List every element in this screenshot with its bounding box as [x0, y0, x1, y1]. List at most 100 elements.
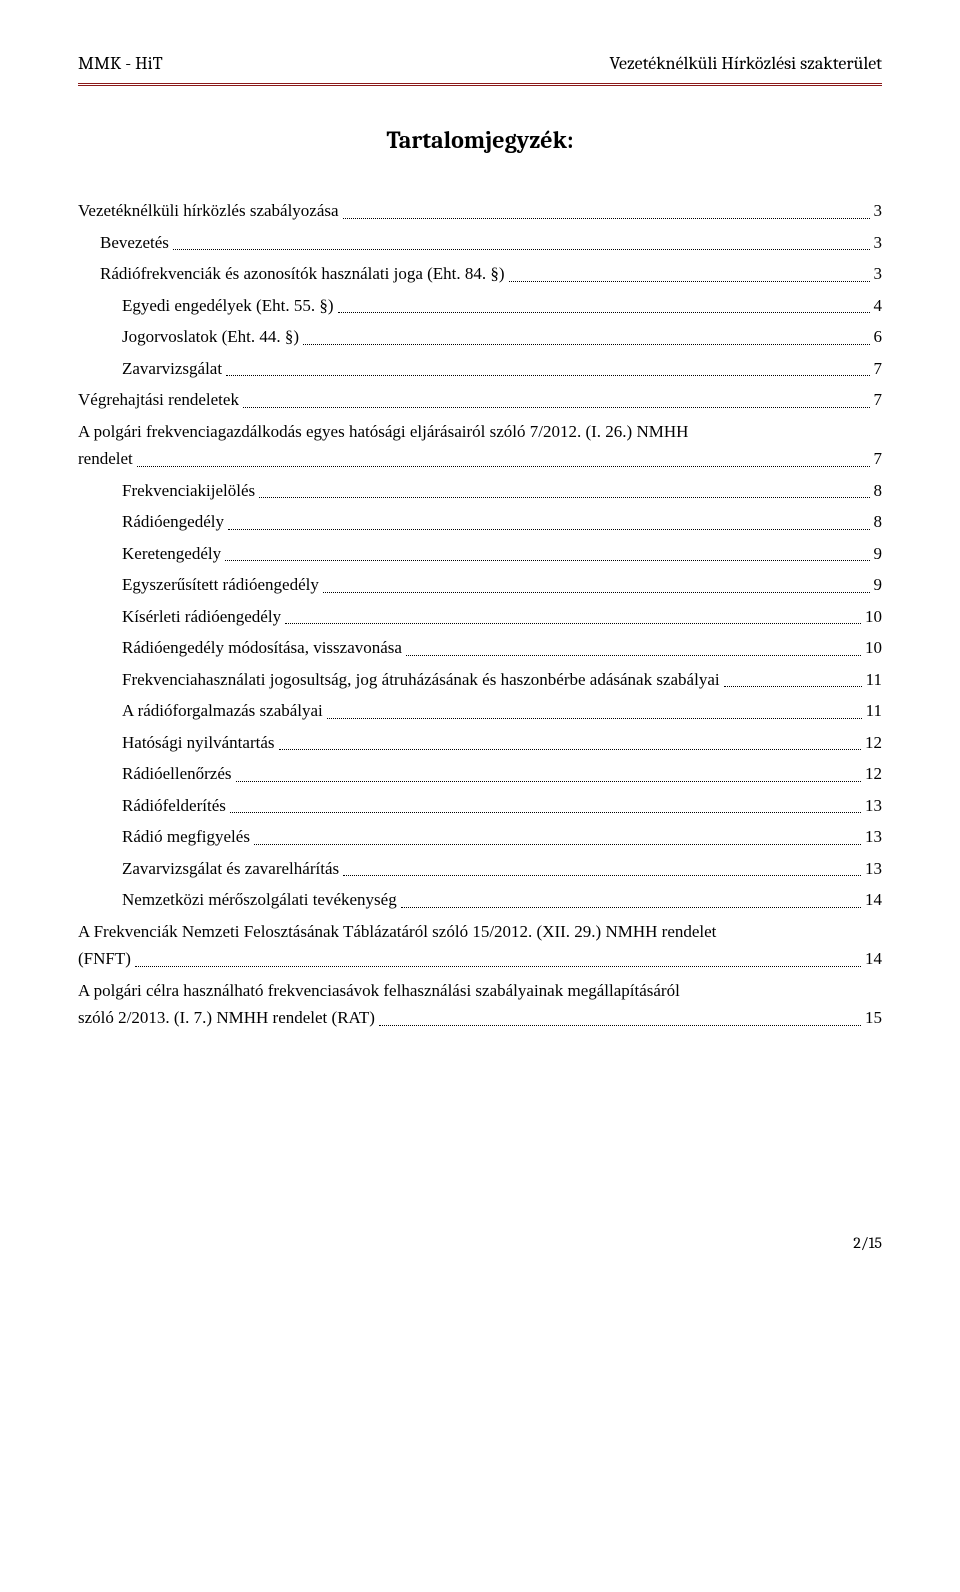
toc-page-number: 3	[874, 261, 883, 287]
toc-label-line2: (FNFT)	[78, 946, 131, 972]
toc-leader-dots	[303, 344, 869, 345]
toc-label: A rádióforgalmazás szabályai	[122, 698, 323, 724]
toc-label: Rádióellenőrzés	[122, 761, 232, 787]
toc-leader-dots	[509, 281, 870, 282]
toc-entry[interactable]: Egyedi engedélyek (Eht. 55. §)4	[122, 293, 882, 319]
toc-entry[interactable]: Frekvenciahasználati jogosultság, jog át…	[122, 667, 882, 693]
toc-leader-dots	[236, 781, 861, 782]
toc-entry[interactable]: Rádióengedély 8	[122, 509, 882, 535]
toc-entry[interactable]: A polgári célra használható frekvenciasá…	[78, 978, 882, 1031]
toc-label: Rádiófelderítés	[122, 793, 226, 819]
header-right: Vezetéknélküli Hírközlési szakterület	[609, 50, 882, 77]
toc-entry[interactable]: A polgári frekvenciagazdálkodás egyes ha…	[78, 419, 882, 472]
toc-page-number: 14	[865, 946, 882, 972]
toc-page-number: 3	[874, 230, 883, 256]
toc-entry[interactable]: Rádiófrekvenciák és azonosítók használat…	[100, 261, 882, 287]
toc-label-line2: szóló 2/2013. (I. 7.) NMHH rendelet (RAT…	[78, 1005, 375, 1031]
toc-page-number: 7	[874, 446, 883, 472]
toc-entry[interactable]: Frekvenciakijelölés 8	[122, 478, 882, 504]
toc-leader-dots	[379, 1025, 861, 1026]
toc-leader-dots	[338, 312, 870, 313]
toc-label-line1: A Frekvenciák Nemzeti Felosztásának Tábl…	[78, 919, 882, 945]
toc-label-line1: A polgári frekvenciagazdálkodás egyes ha…	[78, 419, 882, 445]
page-title: Tartalomjegyzék:	[78, 122, 882, 158]
toc-label: Rádiófrekvenciák és azonosítók használat…	[100, 261, 505, 287]
toc-label: Jogorvoslatok (Eht. 44. §)	[122, 324, 299, 350]
toc-label: Egyszerűsített rádióengedély	[122, 572, 319, 598]
toc-leader-dots	[343, 218, 870, 219]
toc-page-number: 7	[874, 356, 883, 382]
toc-page-number: 12	[865, 761, 882, 787]
toc-label: Keretengedély	[122, 541, 221, 567]
toc-label: Bevezetés	[100, 230, 169, 256]
toc-entry[interactable]: Rádiófelderítés 13	[122, 793, 882, 819]
toc-leader-dots	[323, 592, 870, 593]
toc-entry[interactable]: Végrehajtási rendeletek 7	[78, 387, 882, 413]
toc-entry[interactable]: Rádióellenőrzés 12	[122, 761, 882, 787]
toc-entry[interactable]: A Frekvenciák Nemzeti Felosztásának Tábl…	[78, 919, 882, 972]
toc-leader-dots	[228, 529, 870, 530]
toc-page-number: 6	[874, 324, 883, 350]
page-footer: 2/15	[78, 1231, 882, 1255]
toc-label: Rádióengedély	[122, 509, 224, 535]
toc-page-number: 3	[874, 198, 883, 224]
toc-label: Zavarvizsgálat és zavarelhárítás	[122, 856, 339, 882]
toc-leader-dots	[137, 466, 870, 467]
toc-entry[interactable]: Vezetéknélküli hírközlés szabályozása 3	[78, 198, 882, 224]
toc-label: Frekvenciakijelölés	[122, 478, 255, 504]
toc-page-number: 15	[865, 1005, 882, 1031]
toc-entry[interactable]: Rádió megfigyelés 13	[122, 824, 882, 850]
toc-page-number: 13	[865, 856, 882, 882]
toc-leader-dots	[135, 966, 861, 967]
toc-leader-dots	[401, 907, 861, 908]
toc-entry[interactable]: Bevezetés 3	[100, 230, 882, 256]
toc-label-line2: rendelet	[78, 446, 133, 472]
toc-leader-dots	[230, 812, 861, 813]
toc-entry[interactable]: Keretengedély 9	[122, 541, 882, 567]
toc-leader-dots	[279, 749, 862, 750]
toc-label: Zavarvizsgálat	[122, 356, 222, 382]
toc-label: Nemzetközi mérőszolgálati tevékenység	[122, 887, 397, 913]
toc-page-number: 9	[874, 572, 883, 598]
toc-label: Frekvenciahasználati jogosultság, jog át…	[122, 667, 720, 693]
toc-leader-dots	[243, 407, 870, 408]
toc-page-number: 13	[865, 793, 882, 819]
toc-label: Rádióengedély módosítása, visszavonása	[122, 635, 402, 661]
toc-leader-dots	[225, 560, 869, 561]
toc-leader-dots	[285, 623, 861, 624]
toc-page-number: 8	[874, 509, 883, 535]
toc-label: Egyedi engedélyek (Eht. 55. §)	[122, 293, 334, 319]
toc-leader-dots	[259, 497, 869, 498]
toc-entry[interactable]: Kísérleti rádióengedély10	[122, 604, 882, 630]
toc-label: Rádió megfigyelés	[122, 824, 250, 850]
toc-entry[interactable]: Egyszerűsített rádióengedély 9	[122, 572, 882, 598]
toc-page-number: 9	[874, 541, 883, 567]
toc-page-number: 14	[865, 887, 882, 913]
toc-entry[interactable]: Zavarvizsgálat és zavarelhárítás 13	[122, 856, 882, 882]
toc-leader-dots	[327, 718, 862, 719]
toc-leader-dots	[343, 875, 861, 876]
header-left: MMK - HiT	[78, 50, 163, 77]
page-indicator: 2/15	[853, 1234, 882, 1252]
toc-page-number: 10	[865, 635, 882, 661]
toc-label-line1: A polgári célra használható frekvenciasá…	[78, 978, 882, 1004]
toc-entry[interactable]: Nemzetközi mérőszolgálati tevékenység 14	[122, 887, 882, 913]
toc-page-number: 13	[865, 824, 882, 850]
toc-label: Kísérleti rádióengedély	[122, 604, 281, 630]
toc-entry[interactable]: A rádióforgalmazás szabályai 11	[122, 698, 882, 724]
toc-leader-dots	[173, 249, 870, 250]
toc-entry[interactable]: Zavarvizsgálat 7	[122, 356, 882, 382]
page-header: MMK - HiT Vezetéknélküli Hírközlési szak…	[78, 50, 882, 77]
toc-label: Végrehajtási rendeletek	[78, 387, 239, 413]
toc-entry[interactable]: Jogorvoslatok (Eht. 44. §) 6	[122, 324, 882, 350]
toc-page-number: 8	[874, 478, 883, 504]
toc-page-number: 7	[874, 387, 883, 413]
toc-label: Vezetéknélküli hírközlés szabályozása	[78, 198, 339, 224]
toc-page-number: 11	[866, 698, 882, 724]
toc-label: Hatósági nyilvántartás	[122, 730, 275, 756]
toc-entry[interactable]: Rádióengedély módosítása, visszavonása 10	[122, 635, 882, 661]
header-rule	[78, 83, 882, 86]
toc-leader-dots	[226, 375, 869, 376]
toc-page-number: 12	[865, 730, 882, 756]
toc-entry[interactable]: Hatósági nyilvántartás 12	[122, 730, 882, 756]
